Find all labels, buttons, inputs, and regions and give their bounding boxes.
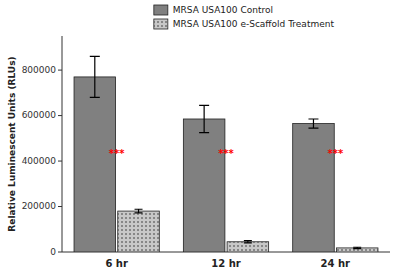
x-tick-label: 24 hr	[321, 258, 351, 269]
y-tick-label: 400000	[22, 156, 57, 166]
error-bar	[244, 241, 252, 243]
error-bar	[353, 247, 361, 248]
y-axis-line	[62, 36, 63, 252]
error-bar	[135, 209, 143, 213]
y-tick	[58, 252, 62, 253]
y-tick	[58, 115, 62, 116]
bar-hatch	[336, 248, 378, 252]
legend: MRSA USA100 Control MRSA USA100 e-Scaffol…	[154, 5, 335, 30]
legend-swatch-hatch	[154, 19, 168, 29]
chart: 0 200000 400000 600000 800000 Relative Lumine…	[0, 0, 400, 276]
y-tick	[58, 206, 62, 207]
legend-label: MRSA USA100 Control	[173, 5, 273, 15]
error-bar	[90, 56, 100, 97]
legend-label: MRSA USA100 e-Scaffold Treatment	[173, 19, 335, 29]
significance-label: ***	[327, 148, 343, 159]
y-tick-label: 600000	[22, 110, 57, 120]
error-bar	[308, 119, 318, 128]
bar	[74, 77, 116, 252]
x-tick-label: 12 hr	[211, 258, 241, 269]
y-tick-label: 0	[50, 247, 56, 257]
legend-swatch	[154, 5, 168, 15]
significance-label: ***	[218, 148, 234, 159]
y-tick	[58, 161, 62, 162]
error-bar	[199, 105, 209, 132]
legend-swatch	[154, 19, 168, 29]
bar-hatch	[118, 211, 160, 252]
plot-area	[74, 56, 378, 252]
y-tick-label: 200000	[22, 201, 57, 211]
significance-label: ***	[109, 148, 125, 159]
bar	[118, 211, 160, 252]
bar	[336, 248, 378, 252]
y-axis: 0 200000 400000 600000 800000	[22, 36, 62, 257]
bar	[293, 124, 335, 252]
y-axis-label: Relative Luminescent Units (RLUs)	[7, 56, 17, 231]
y-tick-label: 800000	[22, 65, 57, 75]
bar	[183, 119, 225, 252]
x-tick-label: 6 hr	[105, 258, 128, 269]
y-tick	[58, 70, 62, 71]
